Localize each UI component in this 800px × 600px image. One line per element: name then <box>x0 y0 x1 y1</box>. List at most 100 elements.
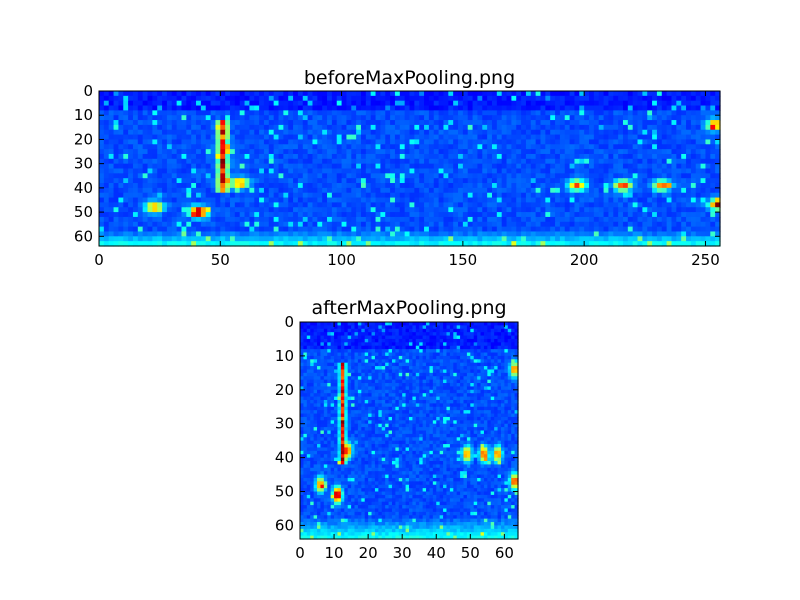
heatmap-cell <box>433 241 440 247</box>
heatmap-cell <box>647 231 653 237</box>
heatmap-cell <box>686 236 692 242</box>
heatmap-cell <box>443 187 449 194</box>
heatmap-cell <box>428 120 435 126</box>
heatmap-cell <box>438 139 445 145</box>
heatmap-cell <box>472 139 479 145</box>
heatmap-cell <box>336 115 343 121</box>
heatmap-cell <box>375 110 381 116</box>
heatmap-cell <box>409 187 415 194</box>
heatmap-cell <box>273 100 280 107</box>
heatmap-cell <box>511 221 517 228</box>
heatmap-cell <box>176 168 183 174</box>
heatmap-cell <box>705 178 711 184</box>
heatmap-cell <box>448 129 454 136</box>
heatmap-cell <box>254 202 260 208</box>
heatmap-cell <box>710 115 716 121</box>
heatmap-cell <box>504 342 509 347</box>
heatmap-cell <box>622 192 629 199</box>
heatmap-cell <box>424 192 430 199</box>
heatmap-cell <box>666 115 673 121</box>
heatmap-cell <box>449 335 454 340</box>
heatmap-cell <box>375 231 381 237</box>
heatmap-cell <box>535 197 542 203</box>
heatmap-cell <box>671 139 677 145</box>
heatmap-cell <box>405 349 410 354</box>
heatmap-cell <box>361 352 366 357</box>
heatmap-cell <box>514 349 519 354</box>
heatmap-cell <box>632 100 639 107</box>
heatmap-cell <box>516 139 522 145</box>
heatmap-cell <box>462 183 469 189</box>
heatmap-cell <box>424 197 430 203</box>
heatmap-cell <box>409 149 415 155</box>
heatmap-cell <box>540 163 546 170</box>
heatmap-cell <box>511 342 516 347</box>
heatmap-cell <box>220 192 226 199</box>
heatmap-cell <box>487 231 493 237</box>
heatmap-cell <box>521 226 527 233</box>
heatmap-cell <box>589 163 595 170</box>
heatmap-cell <box>690 158 697 165</box>
heatmap-cell <box>559 149 566 155</box>
heatmap-cell <box>501 153 508 160</box>
heatmap-cell <box>603 158 610 165</box>
heatmap-cell <box>598 153 605 160</box>
heatmap-cell <box>564 226 571 233</box>
heatmap-cell <box>229 216 236 223</box>
heatmap-cell <box>516 187 522 194</box>
heatmap-cell <box>249 158 255 165</box>
heatmap-cell <box>99 212 105 218</box>
heatmap-cell <box>559 207 566 213</box>
heatmap-cell <box>196 226 202 233</box>
heatmap-cell <box>239 202 246 208</box>
heatmap-cell <box>310 362 315 367</box>
heatmap-cell <box>323 322 328 326</box>
heatmap-cell <box>364 335 369 340</box>
heatmap-cell <box>259 212 265 218</box>
heatmap-cell <box>123 212 129 218</box>
heatmap-cell <box>374 362 379 367</box>
heatmap-cell <box>501 139 508 145</box>
heatmap-cell <box>374 355 379 360</box>
heatmap-cell <box>555 216 561 223</box>
heatmap-cell <box>642 144 648 150</box>
heatmap-cell <box>584 241 590 247</box>
heatmap-cell <box>545 110 551 116</box>
heatmap-cell <box>647 226 653 233</box>
heatmap-cell <box>220 216 226 223</box>
heatmap-cell <box>545 120 551 126</box>
heatmap-cell <box>370 91 377 97</box>
heatmap-cell <box>375 129 381 136</box>
heatmap-cell <box>103 241 110 247</box>
heatmap-cell <box>497 359 502 364</box>
heatmap-cell <box>327 91 333 97</box>
heatmap-cell <box>398 335 403 340</box>
heatmap-cell <box>327 192 333 199</box>
heatmap-cell <box>593 91 600 97</box>
heatmap-cell <box>297 197 304 203</box>
heatmap-cell <box>622 197 629 203</box>
heatmap-cell <box>394 129 401 136</box>
heatmap-cell <box>710 124 716 131</box>
heatmap-cell <box>249 236 255 242</box>
heatmap-cell <box>254 149 260 155</box>
heatmap-cell <box>613 216 619 223</box>
heatmap-cell <box>312 134 318 141</box>
heatmap-cell <box>395 352 400 357</box>
heatmap-cell <box>681 197 687 203</box>
heatmap-cell <box>647 100 653 107</box>
heatmap-cell <box>108 231 115 237</box>
heatmap-cell <box>388 325 393 330</box>
heatmap-cell <box>506 202 512 208</box>
heatmap-cell <box>162 212 168 218</box>
heatmap-cell <box>293 216 299 223</box>
heatmap-cell <box>378 352 383 357</box>
heatmap-cell <box>686 115 692 121</box>
heatmap-cell <box>428 144 435 150</box>
heatmap-cell <box>312 197 318 203</box>
heatmap-cell <box>123 110 129 116</box>
heatmap-cell <box>234 226 241 233</box>
heatmap-cell <box>535 183 542 189</box>
heatmap-cell <box>157 168 163 174</box>
heatmap-cell <box>278 100 284 107</box>
